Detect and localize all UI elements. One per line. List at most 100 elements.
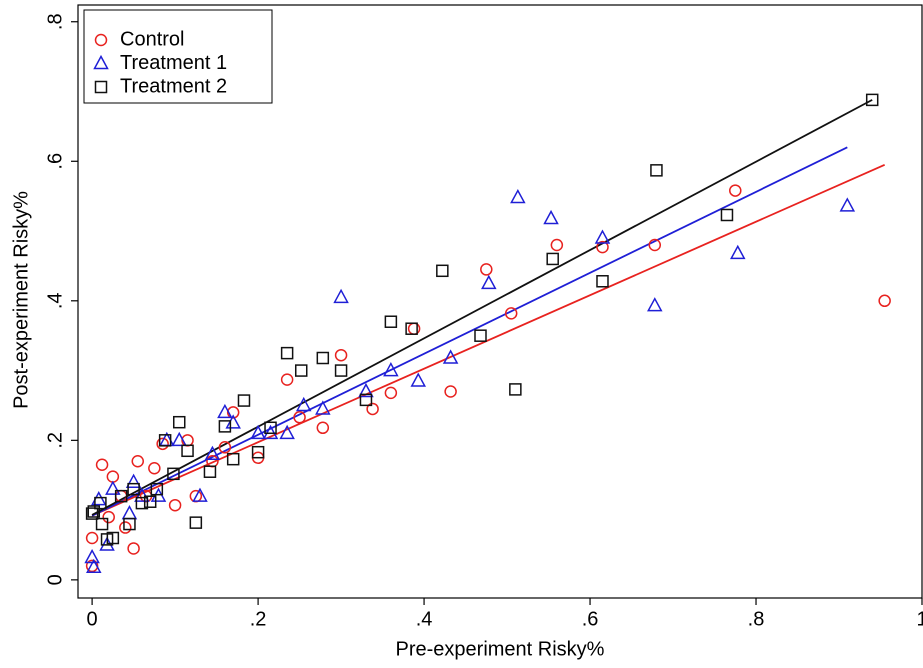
point [131, 455, 145, 468]
point [366, 402, 379, 416]
point [106, 470, 120, 483]
point [359, 393, 373, 407]
point [251, 445, 265, 459]
point [218, 420, 232, 433]
point [106, 531, 120, 545]
point [171, 431, 188, 447]
y-tick-label: .4 [44, 292, 66, 309]
point [121, 505, 138, 520]
point [262, 424, 279, 440]
point [384, 386, 398, 400]
point [444, 385, 457, 398]
point [85, 531, 99, 545]
point [481, 274, 497, 290]
point [594, 229, 611, 244]
point [839, 197, 856, 212]
point [436, 264, 449, 278]
point [250, 424, 266, 440]
point [509, 383, 522, 396]
plot-frame [77, 4, 923, 599]
legend-label: Control [120, 28, 184, 50]
point [358, 382, 374, 398]
x-tick-label: .2 [250, 608, 267, 630]
point [647, 297, 663, 312]
legend-marker [94, 33, 108, 47]
point [410, 372, 427, 387]
point [150, 482, 164, 496]
x-tick-label: .8 [748, 608, 765, 630]
point [407, 322, 421, 335]
point [135, 496, 149, 510]
point [105, 480, 121, 495]
fit-line [91, 146, 848, 517]
point [95, 517, 109, 531]
x-tick-label: .6 [582, 608, 599, 630]
legend-marker [94, 80, 108, 94]
point [648, 238, 662, 252]
point [226, 452, 240, 466]
point [172, 415, 186, 429]
legend-label: Treatment 2 [120, 75, 227, 97]
point [94, 496, 107, 510]
point [316, 421, 330, 435]
point [119, 521, 132, 534]
point [650, 164, 663, 177]
point [405, 322, 418, 335]
point [294, 364, 308, 377]
point [264, 421, 277, 435]
point [596, 275, 609, 288]
point [729, 184, 742, 197]
point [158, 434, 172, 447]
y-tick-label: .8 [44, 13, 66, 30]
point [334, 364, 348, 377]
point [203, 465, 217, 478]
point [167, 467, 180, 481]
y-tick-label: .2 [44, 432, 66, 449]
legend-label: Treatment 1 [120, 52, 227, 74]
point [279, 424, 295, 440]
x-axis-label: Pre-experiment Risky% [396, 638, 605, 660]
point [293, 411, 306, 424]
fit-line [91, 99, 873, 516]
fit-line [91, 163, 886, 517]
point [596, 240, 609, 254]
point [168, 498, 182, 512]
point [123, 517, 136, 531]
point [295, 396, 312, 412]
point [720, 208, 734, 222]
point [217, 403, 233, 419]
point [95, 458, 109, 471]
point [85, 507, 99, 520]
x-tick-label: 0 [87, 608, 98, 630]
point [315, 400, 331, 415]
point [181, 444, 194, 458]
x-tick-label: .4 [416, 608, 433, 630]
point [204, 445, 221, 461]
point [383, 361, 399, 377]
point [730, 244, 746, 260]
point [510, 188, 526, 204]
point [127, 542, 140, 555]
point [280, 346, 294, 360]
point [334, 348, 348, 362]
point [189, 516, 203, 529]
y-axis-label: Post-experiment Risky% [10, 191, 32, 409]
point [148, 461, 161, 475]
point [102, 510, 115, 524]
x-tick-label: 1 [916, 608, 923, 630]
legend-marker [93, 54, 109, 70]
point [474, 329, 487, 342]
point [550, 238, 564, 252]
point [192, 487, 208, 502]
legend-box [83, 9, 273, 104]
point [114, 489, 128, 503]
point [543, 209, 559, 225]
point [86, 558, 102, 574]
point [280, 373, 294, 386]
point [316, 351, 330, 365]
point [125, 473, 142, 488]
point [143, 495, 157, 508]
point [865, 93, 879, 107]
point [87, 505, 101, 518]
